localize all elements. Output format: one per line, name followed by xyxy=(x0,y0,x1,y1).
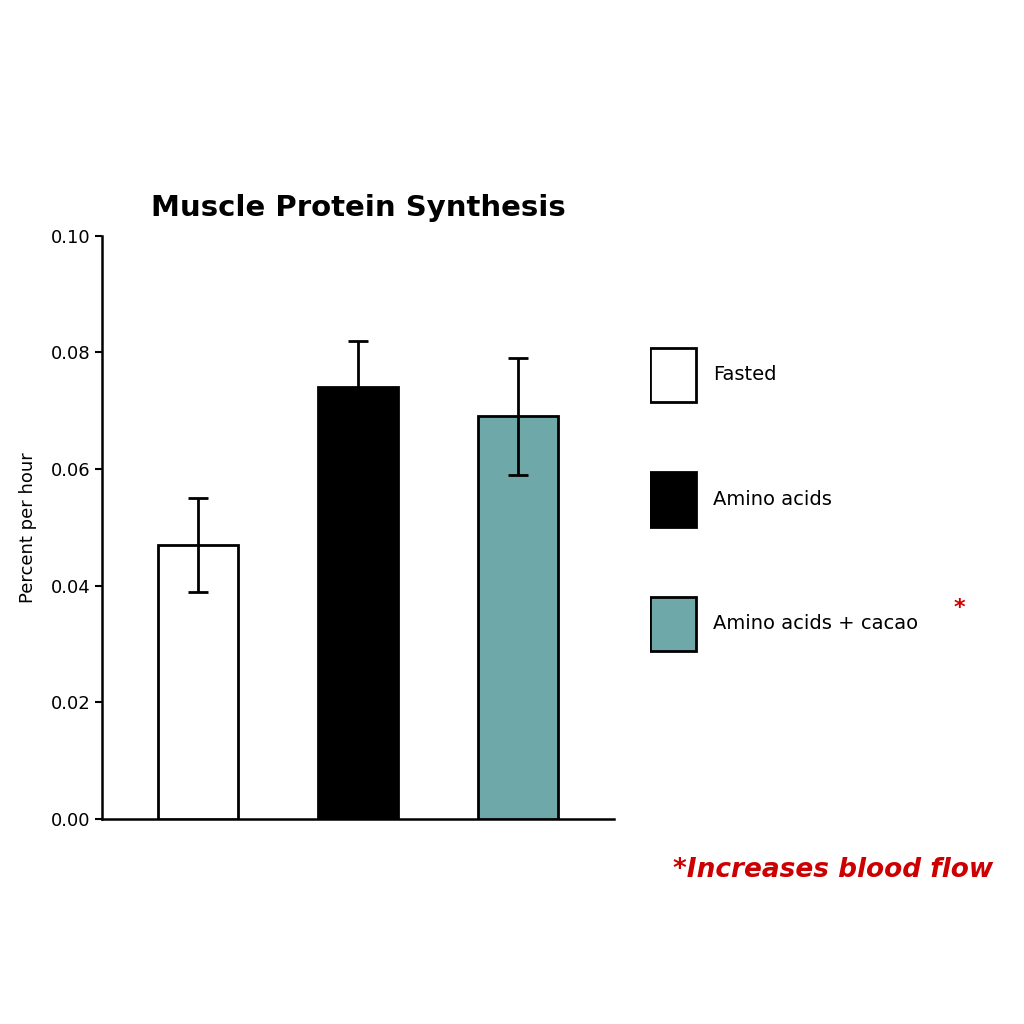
Text: *: * xyxy=(953,598,965,618)
Y-axis label: Percent per hour: Percent per hour xyxy=(19,452,37,603)
Text: Phillips et al., Acute cocoa flavanol supplementation improves muscle macro- and: Phillips et al., Acute cocoa flavanol su… xyxy=(20,956,692,971)
Text: but not anabolic responses to amino acids in older men, Appl Physiol Nutr Metab,: but not anabolic responses to amino acid… xyxy=(20,990,627,1004)
Bar xyxy=(478,417,558,819)
Text: NUTRITION
TACTICS: NUTRITION TACTICS xyxy=(898,953,993,987)
Text: Fasted: Fasted xyxy=(713,366,776,384)
Bar xyxy=(650,472,695,526)
Bar xyxy=(650,597,695,651)
Title: Muscle Protein Synthesis: Muscle Protein Synthesis xyxy=(151,195,566,222)
Bar xyxy=(318,387,398,819)
Text: *Increases blood flow: *Increases blood flow xyxy=(673,857,993,884)
Bar xyxy=(159,545,239,819)
Text: Food substances can increase blood flow,
but not enough to stimulate MPS?: Food substances can increase blood flow,… xyxy=(8,41,1016,136)
Text: Amino acids: Amino acids xyxy=(713,489,831,509)
Bar xyxy=(650,347,695,402)
Text: Amino acids + cacao: Amino acids + cacao xyxy=(713,614,919,633)
